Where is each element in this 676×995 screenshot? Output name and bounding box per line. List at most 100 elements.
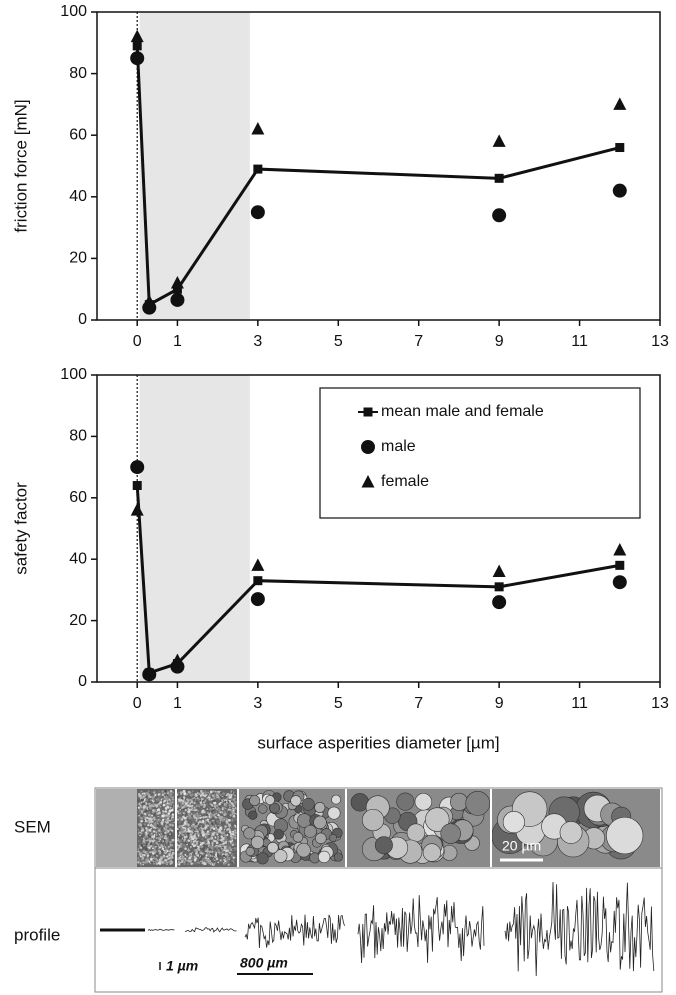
sem-grain	[153, 792, 155, 794]
sem-grain	[186, 855, 188, 857]
sem-grain	[258, 805, 267, 814]
sem-grain	[219, 829, 221, 831]
sem-grain	[208, 806, 210, 808]
sem-grain	[180, 863, 183, 866]
sem-grain	[197, 805, 199, 807]
marker-triangle	[251, 122, 264, 134]
sem-grain	[139, 811, 141, 813]
sem-grain	[203, 830, 204, 831]
sem-grain	[227, 815, 230, 818]
sem-grain	[156, 852, 158, 854]
sem-grain	[257, 853, 269, 865]
x-tick-label: 11	[571, 333, 588, 350]
sem-grain	[162, 829, 164, 831]
sem-grain	[141, 814, 144, 817]
x-tick-label: 13	[651, 695, 669, 712]
sem-grain	[154, 821, 156, 823]
scale-bar-label: 20 µm	[502, 838, 541, 854]
sem-grain	[157, 847, 159, 849]
sem-grain	[180, 801, 182, 803]
sem-grain	[161, 856, 163, 858]
sem-grain	[215, 816, 217, 818]
sem-grain	[217, 849, 220, 852]
legend-label: female	[381, 473, 429, 490]
y-axis-label: safety factor	[11, 482, 30, 575]
sem-grain	[185, 842, 187, 844]
marker-circle	[130, 51, 144, 65]
sem-grain	[144, 791, 146, 793]
sem-grain	[167, 803, 169, 805]
sem-grain	[214, 794, 216, 796]
sem-grain	[233, 852, 235, 854]
sem-grain	[183, 863, 185, 865]
sem-grain	[139, 809, 141, 811]
sem-grain	[155, 796, 157, 798]
sem-grain	[156, 798, 158, 800]
sem-grain	[170, 863, 172, 865]
sem-grain	[192, 790, 194, 792]
sem-grain	[249, 795, 259, 805]
sem-grain	[210, 860, 212, 862]
sem-grain	[194, 842, 196, 844]
sem-grain	[185, 809, 187, 811]
sem-grain	[173, 816, 174, 817]
sem-grain	[141, 862, 143, 864]
sem-grain	[205, 799, 207, 801]
sem-grain	[149, 851, 151, 853]
sem-grain	[146, 840, 148, 842]
sem-grain	[207, 819, 209, 821]
sem-grain	[210, 811, 212, 813]
sem-grain	[150, 820, 152, 822]
sem-grain	[191, 843, 193, 845]
sem-grain	[218, 845, 220, 847]
sem-grain	[152, 796, 154, 798]
sem-grain	[225, 856, 227, 858]
marker-triangle	[613, 543, 626, 556]
sem-grain	[200, 827, 202, 829]
sem-grain	[234, 822, 236, 824]
sem-grain	[178, 811, 180, 813]
sem-grain	[147, 831, 149, 833]
sem-grain	[213, 799, 216, 802]
sem-grain	[159, 846, 161, 848]
sem-grain	[151, 791, 154, 794]
sem-grain	[216, 858, 219, 861]
sem-grain	[230, 826, 233, 829]
sem-grain	[202, 842, 204, 844]
sem-grain	[183, 790, 186, 793]
sem-grain	[143, 814, 145, 816]
sem-grain	[193, 812, 195, 814]
sem-grain	[207, 792, 209, 794]
sem-grain	[214, 819, 216, 821]
sem-grain	[170, 802, 173, 805]
sem-grain	[189, 853, 191, 855]
sem-grain	[204, 818, 206, 820]
sem-grain	[171, 822, 173, 824]
sem-grain	[198, 803, 200, 805]
row-label: SEM	[14, 817, 51, 836]
sem-grain	[211, 808, 213, 810]
sem-grain	[210, 805, 212, 807]
sem-grain	[141, 810, 144, 813]
sem-grain	[196, 849, 198, 851]
sem-grain	[146, 792, 148, 794]
sem-grain	[232, 842, 235, 845]
sem-grain	[234, 837, 236, 839]
sem-grain	[197, 792, 199, 794]
sem-grain	[201, 804, 203, 806]
sem-grain	[225, 807, 227, 809]
row-label: profile	[14, 925, 60, 944]
sem-grain	[198, 828, 200, 830]
y-tick-label: 60	[69, 489, 87, 506]
sem-grain	[139, 849, 141, 851]
sem-grain	[144, 794, 146, 796]
sem-grain	[165, 840, 168, 843]
sem-grain	[217, 812, 219, 814]
x-tick-label: 0	[133, 695, 142, 712]
sem-grain	[220, 856, 223, 859]
sem-grain	[152, 848, 154, 850]
legend-label: mean male and female	[381, 403, 544, 420]
sem-grain	[219, 863, 221, 865]
sem-grain	[141, 799, 143, 801]
